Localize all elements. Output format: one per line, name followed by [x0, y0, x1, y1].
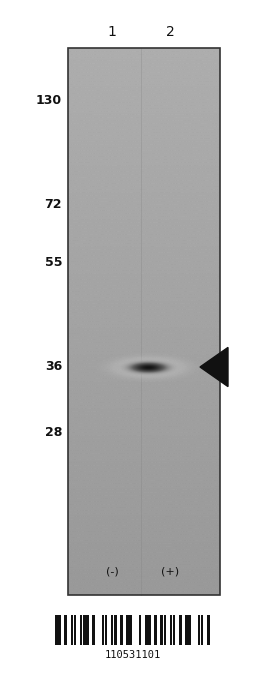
Bar [185, 615, 188, 645]
Bar [68, 48, 220, 595]
Bar [70, 615, 73, 645]
Bar [92, 615, 95, 645]
Bar [83, 615, 86, 645]
Bar [201, 615, 203, 645]
Text: (+): (+) [161, 567, 179, 577]
Bar [105, 615, 107, 645]
Bar [179, 615, 182, 645]
Bar [126, 615, 129, 645]
Bar [173, 615, 175, 645]
Bar [207, 615, 209, 645]
Bar [154, 615, 157, 645]
Bar [55, 615, 58, 645]
Bar [129, 615, 132, 645]
Text: 55: 55 [45, 256, 62, 269]
Bar [164, 615, 166, 645]
Text: 28: 28 [45, 425, 62, 438]
Bar [170, 615, 172, 645]
Text: 110531101: 110531101 [104, 650, 161, 660]
Bar [111, 615, 113, 645]
Bar [188, 615, 191, 645]
Bar [80, 615, 82, 645]
Bar [161, 615, 163, 645]
Bar [120, 615, 123, 645]
Text: (-): (-) [106, 567, 118, 577]
Bar [58, 615, 61, 645]
Bar [64, 615, 67, 645]
Bar [74, 615, 76, 645]
Text: 130: 130 [36, 93, 62, 106]
Bar [145, 615, 147, 645]
Bar [86, 615, 89, 645]
Bar [198, 615, 200, 645]
Bar [139, 615, 141, 645]
Text: 1: 1 [108, 25, 116, 39]
Bar [148, 615, 151, 645]
Polygon shape [200, 348, 228, 387]
Bar [101, 615, 104, 645]
Bar [114, 615, 116, 645]
Text: 72: 72 [45, 199, 62, 212]
Text: 2: 2 [166, 25, 174, 39]
Text: 36: 36 [45, 361, 62, 374]
